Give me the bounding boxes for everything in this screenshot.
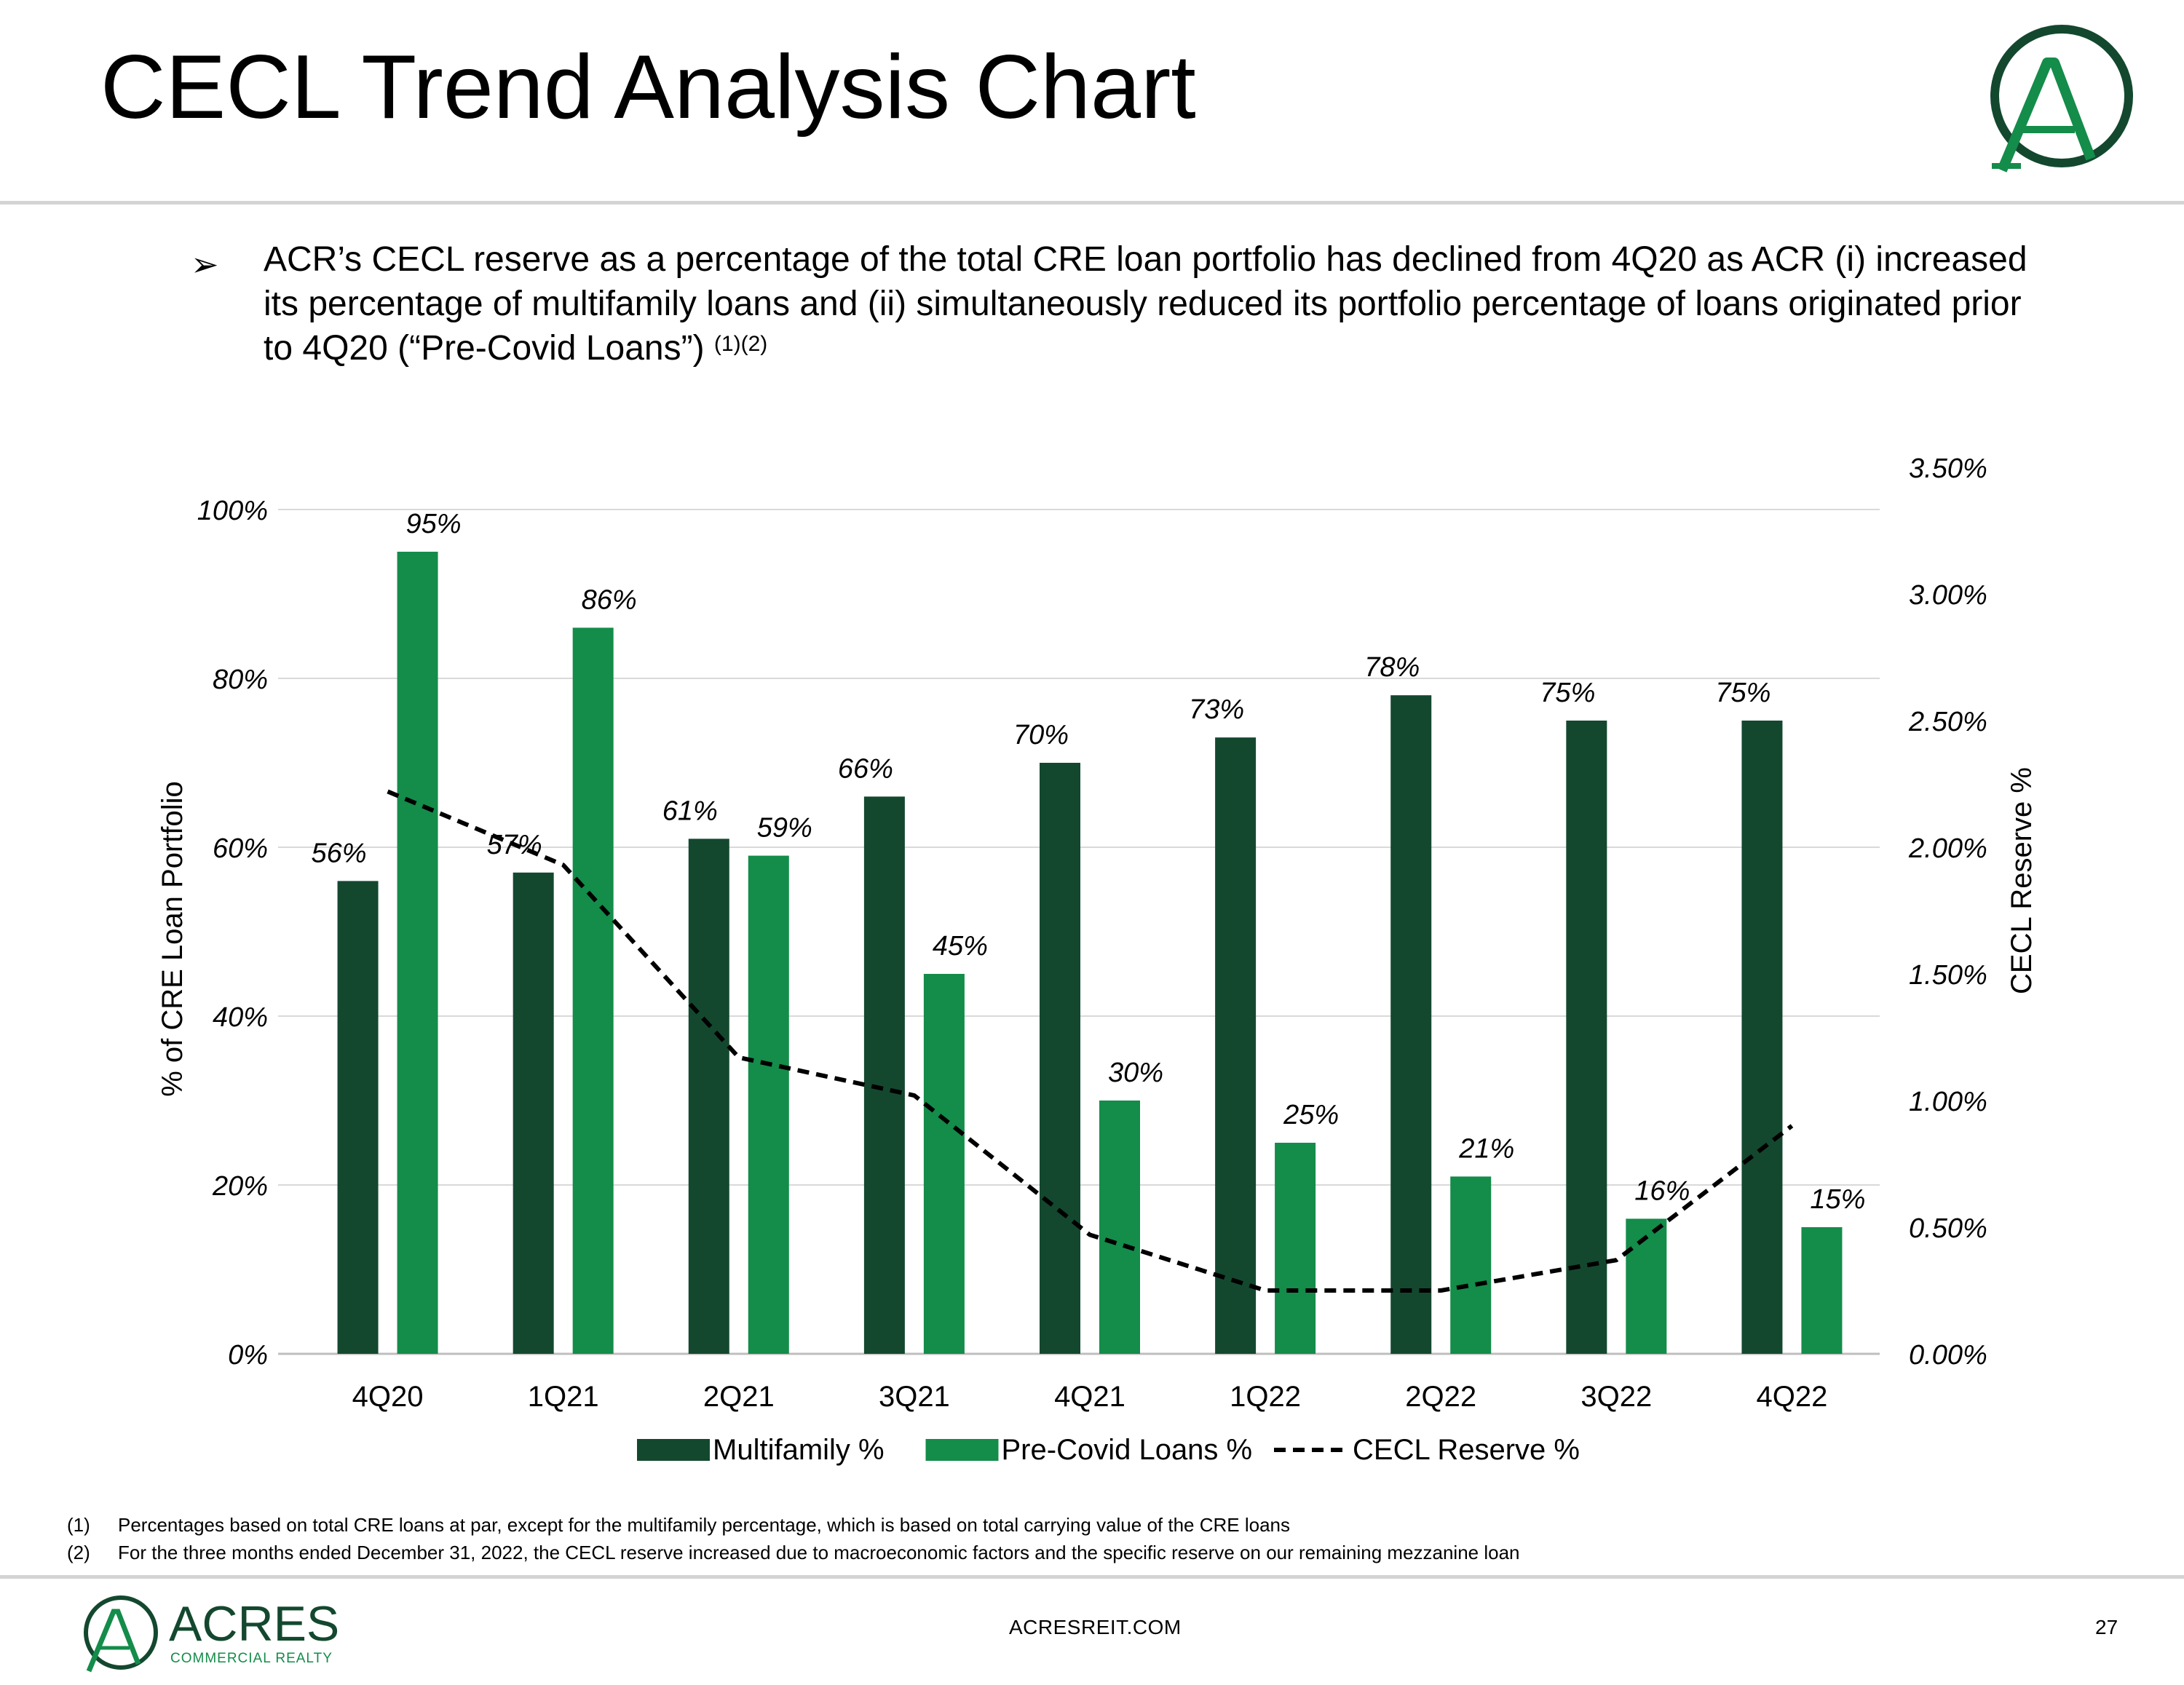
bar-precovid bbox=[397, 552, 438, 1354]
x-tick-label: 3Q21 bbox=[879, 1381, 950, 1413]
bar-multifamily bbox=[863, 796, 905, 1354]
data-label: 21% bbox=[1458, 1133, 1514, 1164]
bar-precovid bbox=[923, 974, 965, 1354]
footer-divider bbox=[0, 1575, 2184, 1579]
bar-precovid bbox=[1801, 1227, 1843, 1354]
footer-url[interactable]: ACRESREIT.COM bbox=[1009, 1616, 1182, 1638]
footnotes: (1) Percentages based on total CRE loans… bbox=[67, 1511, 1520, 1566]
summary-bullet-footnote-ref: (1)(2) bbox=[713, 332, 768, 356]
legend-swatch bbox=[925, 1439, 999, 1461]
data-label: 75% bbox=[1540, 678, 1595, 708]
data-label: 86% bbox=[582, 584, 637, 615]
bar-multifamily bbox=[513, 872, 554, 1354]
y2-tick-label: 3.00% bbox=[1909, 580, 1987, 611]
cecl-reserve-line bbox=[387, 789, 1794, 1293]
x-tick-label: 4Q21 bbox=[1054, 1381, 1125, 1413]
data-label: 30% bbox=[1108, 1058, 1163, 1088]
bar-precovid bbox=[572, 627, 614, 1354]
footnote-1-number: (1) bbox=[67, 1514, 90, 1536]
x-tick-label: 1Q21 bbox=[528, 1381, 599, 1413]
y-tick-label: 40% bbox=[213, 1002, 268, 1033]
legend-label: CECL Reserve % bbox=[1353, 1434, 1580, 1466]
y-tick-label: 60% bbox=[213, 833, 268, 864]
y-tick-label: 0% bbox=[228, 1340, 268, 1371]
data-label: 95% bbox=[406, 509, 462, 539]
acres-footer-logo: ACRES COMMERCIAL REALTY bbox=[84, 1595, 339, 1673]
summary-bullet-text: ACR’s CECL reserve as a percentage of th… bbox=[264, 240, 2027, 368]
y-axis-title: % of CRE Loan Portfolio bbox=[157, 781, 189, 1097]
data-label: 56% bbox=[312, 838, 367, 868]
cecl-trend-chart: 0% 20% 40% 60% 80% 100% 0.00% 0.50% 1.00% 1.50% 2.… bbox=[157, 453, 2038, 1466]
acres-logo-icon bbox=[1990, 25, 2133, 173]
bar-precovid bbox=[1450, 1176, 1492, 1354]
data-label: 61% bbox=[662, 796, 718, 826]
footnote-1: (1) Percentages based on total CRE loans… bbox=[67, 1511, 1520, 1539]
bar-multifamily bbox=[1040, 763, 1080, 1354]
bar-multifamily bbox=[1741, 721, 1783, 1354]
footnote-1-text: Percentages based on total CRE loans at … bbox=[118, 1514, 1290, 1536]
y2-tick-label: 2.00% bbox=[1908, 833, 1987, 864]
bar-multifamily bbox=[1390, 695, 1432, 1354]
footnote-2-number: (2) bbox=[67, 1542, 90, 1563]
y2-tick-label: 0.00% bbox=[1909, 1340, 1987, 1371]
data-label: 70% bbox=[1013, 720, 1069, 750]
summary-bullet: ACR’s CECL reserve as a percentage of th… bbox=[264, 237, 2040, 370]
y-tick-label: 20% bbox=[212, 1171, 268, 1202]
y2-tick-label: 3.50% bbox=[1909, 453, 1987, 484]
x-tick-label: 2Q22 bbox=[1405, 1381, 1476, 1413]
data-label: 59% bbox=[757, 813, 812, 844]
x-tick-label: 2Q21 bbox=[703, 1381, 775, 1413]
data-label: 66% bbox=[838, 753, 893, 784]
x-tick-label: 3Q22 bbox=[1580, 1381, 1652, 1413]
bar-precovid bbox=[1626, 1218, 1667, 1354]
page-number: 27 bbox=[2095, 1616, 2118, 1638]
y2-tick-label: 2.50% bbox=[1908, 707, 1987, 737]
data-label: 78% bbox=[1364, 652, 1420, 683]
bar-multifamily bbox=[688, 838, 729, 1354]
y-tick-label: 100% bbox=[197, 496, 268, 526]
data-label: 16% bbox=[1634, 1175, 1690, 1206]
legend-label: Multifamily % bbox=[713, 1434, 885, 1466]
footnote-2-text: For the three months ended December 31, … bbox=[118, 1542, 1520, 1563]
data-label: 73% bbox=[1189, 694, 1244, 725]
page-title: CECL Trend Analysis Chart bbox=[100, 37, 1196, 138]
x-tick-label: 4Q22 bbox=[1757, 1381, 1828, 1413]
bar-precovid bbox=[748, 855, 789, 1354]
footnote-2: (2) For the three months ended December … bbox=[67, 1539, 1520, 1566]
y2-tick-label: 0.50% bbox=[1909, 1213, 1987, 1244]
data-label: 25% bbox=[1283, 1100, 1339, 1130]
legend-label: Pre-Covid Loans % bbox=[1002, 1434, 1253, 1466]
bar-precovid bbox=[1099, 1101, 1140, 1354]
acres-mark-icon bbox=[84, 1595, 158, 1670]
bar-multifamily bbox=[1215, 737, 1257, 1354]
data-label: 15% bbox=[1810, 1184, 1865, 1215]
header-divider bbox=[0, 201, 2184, 205]
x-tick-label: 4Q20 bbox=[352, 1381, 424, 1413]
x-tick-label: 1Q22 bbox=[1230, 1381, 1301, 1413]
legend-swatch bbox=[637, 1439, 710, 1461]
data-label: 75% bbox=[1715, 678, 1770, 708]
bar-multifamily bbox=[337, 881, 379, 1354]
y-tick-label: 80% bbox=[213, 665, 268, 695]
footer-brand-sub: COMMERCIAL REALTY bbox=[170, 1651, 333, 1666]
y2-axis-title: CECL Reserve % bbox=[2006, 767, 2038, 994]
y2-tick-label: 1.00% bbox=[1909, 1087, 1987, 1117]
footer-brand-name: ACRES bbox=[169, 1596, 339, 1652]
data-label: 45% bbox=[933, 931, 988, 962]
bar-precovid bbox=[1275, 1143, 1316, 1354]
y2-tick-label: 1.50% bbox=[1909, 960, 1987, 991]
bullet-arrow-icon: ➢ bbox=[191, 245, 219, 283]
bar-multifamily bbox=[1566, 721, 1607, 1354]
